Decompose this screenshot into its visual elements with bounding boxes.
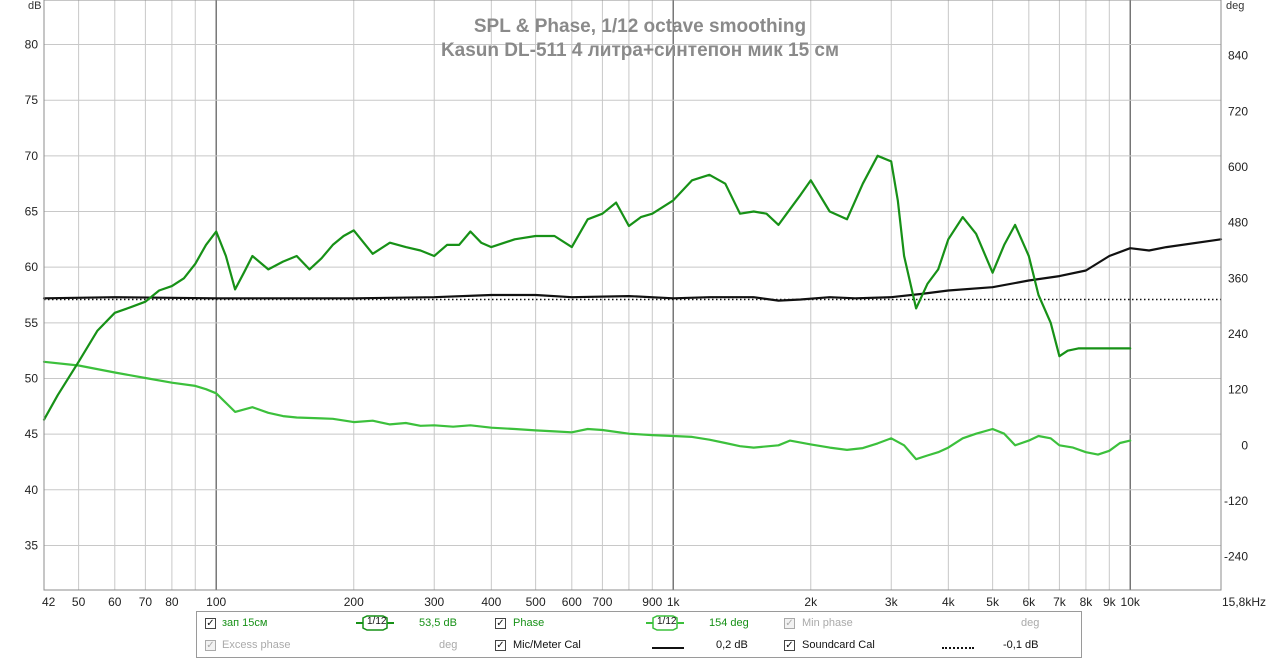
y-left-tick-label-4: 55 xyxy=(25,316,39,330)
x-tick-label-15: 3k xyxy=(885,595,899,609)
grid xyxy=(44,0,1221,590)
y-right-tick-label-6: 480 xyxy=(1228,216,1248,230)
x-tick-label-21: 9k xyxy=(1103,595,1117,609)
x-tick-label-10: 600 xyxy=(562,595,582,609)
x-tick-label-17: 5k xyxy=(986,595,1000,609)
series-line-phase xyxy=(42,360,1132,461)
y-left-tick-label-1: 40 xyxy=(25,483,39,497)
plot-frame xyxy=(43,0,1222,591)
chart-subtitle: Kasun DL-511 4 литра+синтепон мик 15 см xyxy=(441,40,839,61)
y-left-tick-label-3: 50 xyxy=(25,371,39,385)
y-right-tick-label-9: 840 xyxy=(1228,49,1248,63)
x-axis: 42 50 60 70 80 100 200 300 400 500 600 700 900 1k 2k 3k… xyxy=(42,595,1266,609)
y-right-tick-label-3: 120 xyxy=(1228,383,1248,397)
x-tick-label-7: 300 xyxy=(424,595,444,609)
checkbox-mic-cal[interactable]: ✓ xyxy=(495,640,506,651)
series-line-зап-15см xyxy=(42,154,1132,421)
legend-label-min-phase: Min phase xyxy=(802,617,853,629)
legend-value-zap15: 53,5 dB xyxy=(419,617,457,629)
legend-label-soundcard-cal: Soundcard Cal xyxy=(802,639,875,651)
right-unit-label: deg xyxy=(1226,0,1244,12)
y-left-tick-label-8: 75 xyxy=(25,93,39,107)
x-tick-label-18: 6k xyxy=(1022,595,1036,609)
legend-swatch-mic-cal xyxy=(652,647,684,649)
smoothing-label-phase: 1/12 xyxy=(657,616,677,627)
x-tick-label-20: 8k xyxy=(1080,595,1094,609)
legend-panel: ✓ зап 15см 1/12 53,5 dB ✓ Phase 1/12 154… xyxy=(196,611,1082,658)
y-left-tick-label-0: 35 xyxy=(25,538,39,552)
legend-value-mic-cal: 0,2 dB xyxy=(716,639,748,651)
x-tick-label-9: 500 xyxy=(526,595,546,609)
legend-value-min-phase: deg xyxy=(1021,617,1040,629)
x-tick-label-4: 80 xyxy=(165,595,179,609)
legend-label-mic-cal: Mic/Meter Cal xyxy=(513,639,581,651)
y-right-tick-label-0: -240 xyxy=(1224,550,1248,564)
series-group xyxy=(42,154,1223,461)
legend-swatch-soundcard-cal xyxy=(942,647,974,649)
x-tick-label-8: 400 xyxy=(481,595,501,609)
x-tick-label-23: 15,8kHz xyxy=(1222,595,1266,609)
x-tick-label-12: 900 xyxy=(642,595,662,609)
x-tick-label-22: 10k xyxy=(1121,595,1141,609)
x-tick-label-1: 50 xyxy=(72,595,86,609)
x-tick-label-6: 200 xyxy=(344,595,364,609)
y-left-tick-label-7: 70 xyxy=(25,149,39,163)
y-left-tick-label-6: 65 xyxy=(25,205,39,219)
x-tick-label-11: 700 xyxy=(592,595,612,609)
x-tick-label-14: 2k xyxy=(804,595,818,609)
y-left-tick-label-5: 60 xyxy=(25,260,39,274)
legend-value-soundcard-cal: -0,1 dB xyxy=(1003,639,1039,651)
y-right-tick-label-5: 360 xyxy=(1228,271,1248,285)
series-line-mic-meter-cal xyxy=(42,238,1223,302)
x-tick-label-0: 42 xyxy=(42,595,56,609)
y-right-tick-label-2: 0 xyxy=(1241,438,1248,452)
checkbox-zap15[interactable]: ✓ xyxy=(205,618,216,629)
y-right-tick-label-4: 240 xyxy=(1228,327,1248,341)
y-right-tick-label-1: -120 xyxy=(1224,494,1248,508)
right-axis: -240 -120 0 120 240 360 480 600 720 840 xyxy=(1224,49,1248,564)
legend-value-excess-phase: deg xyxy=(439,639,458,651)
x-tick-label-16: 4k xyxy=(942,595,956,609)
smoothing-control-phase[interactable]: 1/12 xyxy=(645,615,685,631)
spl-phase-chart: 35 40 45 50 55 60 65 70 75 80 -240 -120 0 120 240 360 4… xyxy=(25,0,1266,609)
legend-label-phase: Phase xyxy=(513,617,545,629)
x-tick-label-13: 1k xyxy=(667,595,681,609)
y-right-tick-label-7: 600 xyxy=(1228,160,1248,174)
checkbox-min-phase[interactable]: ✓ xyxy=(784,618,795,629)
smoothing-control-spl[interactable]: 1/12 xyxy=(355,615,395,631)
checkbox-soundcard-cal[interactable]: ✓ xyxy=(784,640,795,651)
legend-label-zap15: зап 15см xyxy=(222,617,268,629)
x-tick-label-5: 100 xyxy=(206,595,226,609)
checkbox-phase[interactable]: ✓ xyxy=(495,618,506,629)
smoothing-label-spl: 1/12 xyxy=(367,616,387,627)
left-unit-label: dB xyxy=(28,0,41,12)
x-tick-label-19: 7k xyxy=(1053,595,1067,609)
chart-title: SPL & Phase, 1/12 octave smoothing xyxy=(474,16,806,37)
x-tick-label-2: 60 xyxy=(108,595,122,609)
left-axis: 35 40 45 50 55 60 65 70 75 80 xyxy=(25,38,39,553)
y-left-tick-label-9: 80 xyxy=(25,38,39,52)
legend-label-excess-phase: Excess phase xyxy=(222,639,291,651)
x-tick-label-3: 70 xyxy=(139,595,153,609)
checkbox-excess-phase[interactable]: ✓ xyxy=(205,640,216,651)
y-left-tick-label-2: 45 xyxy=(25,427,39,441)
legend-value-phase: 154 deg xyxy=(709,617,749,629)
y-right-tick-label-8: 720 xyxy=(1228,104,1248,118)
